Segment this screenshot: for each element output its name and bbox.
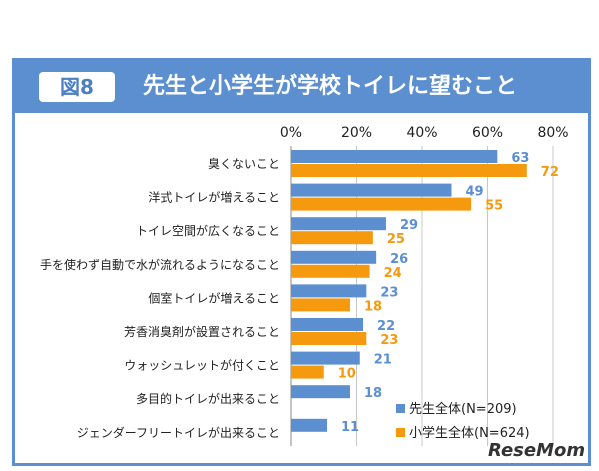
x-tick-label: 40% xyxy=(406,125,437,141)
x-tick-label: 20% xyxy=(341,125,372,141)
data-label: 21 xyxy=(374,353,392,368)
bar xyxy=(291,164,527,177)
bar xyxy=(291,332,367,345)
x-tick-label: 80% xyxy=(537,125,568,141)
data-label: 11 xyxy=(341,420,359,435)
data-label: 18 xyxy=(364,386,382,401)
data-label: 24 xyxy=(384,266,402,281)
bars xyxy=(291,150,527,432)
bar xyxy=(291,365,324,379)
figure-label: 図8 xyxy=(39,72,115,102)
legend-label: 小学生全体(N=624) xyxy=(409,425,530,441)
legend: 先生全体(N=209) 小学生全体(N=624) xyxy=(396,401,530,441)
bar xyxy=(291,351,360,365)
data-label: 26 xyxy=(390,252,408,267)
data-label: 49 xyxy=(465,185,483,200)
legend-swatch xyxy=(396,428,405,437)
bar xyxy=(291,250,377,264)
bar xyxy=(291,231,373,245)
header-bar: 図8 先生と小学生が学校トイレに望むこと xyxy=(15,61,588,113)
legend-swatch xyxy=(396,404,405,413)
watermark-logo: ReseMom xyxy=(488,440,586,461)
data-label: 25 xyxy=(387,232,405,247)
category-label: トイレ空間が広くなること xyxy=(136,223,280,238)
bar xyxy=(291,298,350,312)
category-label: ジェンダーフリートイレが出来ること xyxy=(77,425,280,440)
bar xyxy=(291,284,367,298)
category-label: 洋式トイレが増えること xyxy=(148,190,280,205)
bar xyxy=(291,183,452,197)
category-label: 個室トイレが増えること xyxy=(148,290,280,305)
bar xyxy=(291,385,350,399)
data-label: 63 xyxy=(511,151,529,166)
category-label: 臭くないこと xyxy=(208,156,280,171)
x-tick-label: 60% xyxy=(472,125,503,141)
x-tick-label: 0% xyxy=(280,125,302,141)
category-label: ウォッシュレットが付くこと xyxy=(124,358,280,373)
category-labels: 臭くないこと洋式トイレが増えることトイレ空間が広くなること手を使わず自動で水が流… xyxy=(40,156,280,440)
category-label: 多目的トイレが出来ること xyxy=(136,391,280,406)
x-axis-ticks: 0% 20% 40% 60% 80% xyxy=(280,125,569,141)
data-label: 29 xyxy=(400,218,418,233)
data-label: 55 xyxy=(485,199,503,214)
bar xyxy=(291,197,472,211)
category-label: 手を使わず自動で水が流れるようになること xyxy=(40,257,280,272)
legend-label: 先生全体(N=209) xyxy=(409,401,517,417)
data-label: 23 xyxy=(380,333,398,348)
data-label: 23 xyxy=(380,285,398,300)
bar xyxy=(291,217,386,231)
bar xyxy=(291,150,498,163)
chart-title: 先生と小学生が学校トイレに望むこと xyxy=(143,74,518,99)
bar xyxy=(291,418,328,432)
bar xyxy=(291,318,364,331)
data-label: 10 xyxy=(338,367,356,382)
category-label: 芳香消臭剤が設置されること xyxy=(124,324,280,339)
bar xyxy=(291,264,370,278)
data-label: 22 xyxy=(377,319,395,334)
data-label: 72 xyxy=(541,165,559,180)
data-label: 18 xyxy=(364,299,382,314)
